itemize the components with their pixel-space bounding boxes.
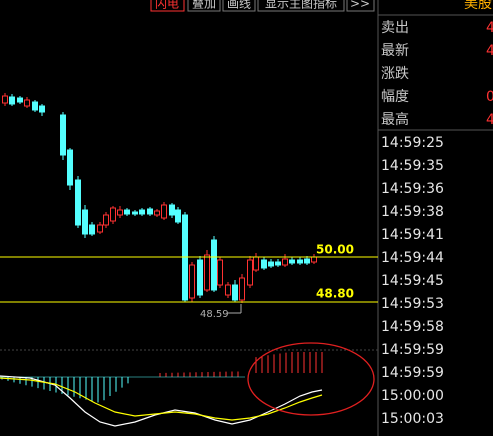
candle-body — [197, 259, 203, 296]
button-frame — [222, 0, 256, 12]
tick-time: 15:00:00 — [381, 388, 444, 404]
candle-body — [32, 101, 38, 111]
tick-time: 14:59:41 — [381, 227, 444, 243]
quote-value: 4 — [486, 20, 493, 36]
candle-body — [9, 96, 15, 105]
candle-body — [204, 254, 210, 291]
toolbar-button[interactable]: >> — [350, 0, 370, 11]
candle-body — [169, 204, 175, 216]
candle-body — [24, 99, 30, 107]
quote-value: 4 — [486, 112, 493, 128]
indicator-line — [0, 375, 323, 427]
toolbar-button[interactable]: 叠加 — [192, 0, 216, 11]
candle-body — [217, 259, 223, 286]
candle-body — [275, 261, 281, 266]
tick-time: 14:59:35 — [381, 158, 444, 174]
quote-value: 0. — [486, 89, 493, 105]
candle-body — [189, 264, 195, 299]
quote-value: 4 — [486, 43, 493, 59]
candle-body — [147, 208, 153, 215]
toolbar-button[interactable]: 画线 — [227, 0, 251, 11]
tick-time: 14:59:45 — [381, 273, 444, 289]
candle-body — [161, 204, 167, 219]
candle-body — [253, 256, 259, 271]
tick-time: 14:59:53 — [381, 296, 444, 312]
tick-time: 14:59:59 — [381, 365, 444, 381]
button-frame — [346, 0, 375, 12]
tick-time: 14:59:58 — [381, 319, 444, 335]
candle-body — [89, 224, 95, 235]
button-frame — [187, 0, 221, 12]
price-line-label: 50.00 — [316, 243, 354, 257]
candle-body — [75, 179, 81, 226]
tick-time: 14:59:36 — [381, 181, 444, 197]
candle-body — [304, 258, 310, 264]
quote-label: 幅度 — [381, 89, 409, 105]
price-line-label: 48.80 — [316, 287, 354, 301]
candle-body — [67, 149, 73, 186]
candle-body — [139, 209, 145, 215]
tick-time: 14:59:25 — [381, 135, 444, 151]
candle-body — [232, 284, 238, 301]
candle-body — [297, 259, 303, 264]
candle-body — [311, 256, 317, 263]
candle-body — [154, 210, 160, 216]
candle-body — [82, 209, 88, 235]
tick-time: 14:59:38 — [381, 204, 444, 220]
market-label: 美股 — [464, 0, 492, 12]
quote-label: 卖出 — [381, 20, 409, 36]
quote-label: 最新 — [381, 43, 409, 59]
candle-body — [211, 239, 217, 291]
candle-body — [225, 284, 231, 296]
candle-body — [282, 258, 288, 266]
candle-body — [268, 261, 274, 267]
candle-body — [289, 259, 295, 264]
candle-body — [17, 97, 23, 103]
button-frame — [257, 0, 345, 12]
tick-list: 14:59:25 14:59:35 14:59:36 14:59:38 14:59:41… — [381, 135, 444, 427]
candle-body — [175, 209, 181, 223]
candle-body — [247, 259, 253, 286]
candle-body — [39, 105, 45, 113]
low-marker: 48.59 — [200, 309, 229, 320]
candle-body — [132, 211, 138, 215]
indicator-line — [0, 377, 323, 421]
candle-body — [103, 214, 109, 226]
quote-label: 最高 — [381, 111, 409, 128]
toolbar-button[interactable]: 闪电 — [155, 0, 179, 11]
tick-time: 15:00:03 — [381, 411, 444, 427]
candle-body — [2, 95, 8, 104]
candle-body — [239, 277, 245, 301]
toolbar-button[interactable]: 显示主图指标 — [265, 0, 337, 11]
candle-body — [261, 259, 267, 269]
candle-body — [60, 114, 66, 156]
toolbar: 闪电 叠加 画线 显示主图指标 >> — [150, 0, 375, 12]
candle-body — [124, 209, 130, 215]
quote-label: 涨跌 — [381, 66, 409, 82]
candle-body — [97, 224, 103, 233]
candle-body — [117, 209, 123, 216]
highlight-ellipse — [247, 342, 375, 416]
candle-body — [110, 207, 116, 222]
button-frame — [150, 0, 185, 12]
tick-time: 14:59:44 — [381, 250, 444, 266]
tick-time: 14:59:59 — [381, 342, 444, 358]
